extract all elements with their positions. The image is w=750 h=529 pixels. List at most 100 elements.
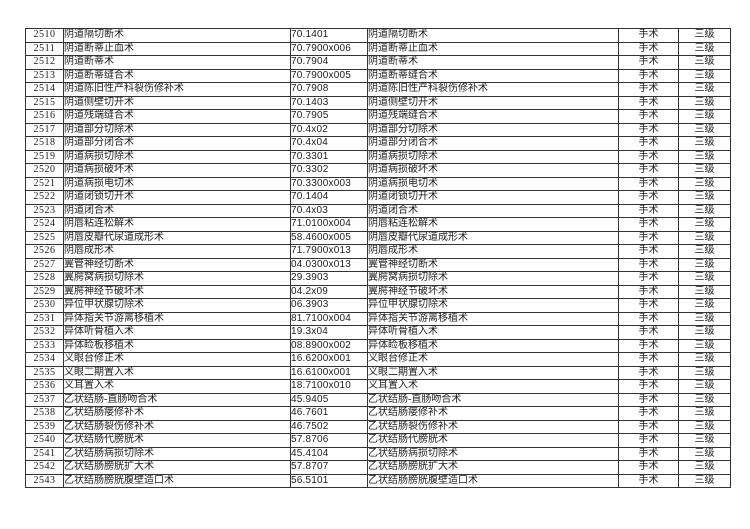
table-row: 2518 阴道部分闭合术 70.4x04 阴道部分闭合术 手术 三级 xyxy=(25,136,731,151)
level-cell: 三级 xyxy=(678,41,731,56)
procedure-code-cell: 46.7601 xyxy=(290,406,368,421)
procedure-name-cell: 阴道断蒂缝合术 xyxy=(63,68,291,83)
category-cell: 手术 xyxy=(618,68,679,83)
procedure-name-cell: 乙状结肠-直肠吻合术 xyxy=(63,392,291,407)
table-row: 2532 异体听骨植入术 19.3x04 异体听骨植入术 手术 三级 xyxy=(25,325,731,340)
category-cell: 手术 xyxy=(618,149,679,164)
procedure-name-cell: 阴道闭锁切开术 xyxy=(63,190,291,205)
category-cell: 手术 xyxy=(618,392,679,407)
procedure-name-cell: 异体指关节游离移植术 xyxy=(63,311,291,326)
level-cell: 三级 xyxy=(678,203,731,218)
procedure-name-cell: 异体听骨植入术 xyxy=(63,325,291,340)
procedure-name-cell: 乙状结肠病损切除术 xyxy=(63,446,291,461)
table-row: 2524 阴唇粘连松解术 71.0100x004 阴唇粘连松解术 手术 三级 xyxy=(25,217,731,232)
category-cell: 手术 xyxy=(618,230,679,245)
category-cell: 手术 xyxy=(618,122,679,137)
level-cell: 三级 xyxy=(678,244,731,259)
procedure-code-cell: 70.3300x003 xyxy=(290,176,368,191)
row-number-cell: 2535 xyxy=(25,365,64,380)
table-row: 2541 乙状结肠病损切除术 45.4104 乙状结肠病损切除术 手术 三级 xyxy=(25,446,731,461)
category-cell: 手术 xyxy=(618,244,679,259)
procedure-name-repeat-cell: 乙状结肠-直肠吻合术 xyxy=(367,392,619,407)
procedure-name-repeat-cell: 异体睑板移植术 xyxy=(367,338,619,353)
table-row: 2514 阴道陈旧性产科裂伤修补术 70.7908 阴道陈旧性产科裂伤修补术 手术 三级 xyxy=(25,82,731,97)
procedure-name-repeat-cell: 阴唇成形术 xyxy=(367,244,619,259)
procedure-name-cell: 阴道断蒂术 xyxy=(63,55,291,70)
procedure-name-cell: 阴唇皮瓣代尿道成形术 xyxy=(63,230,291,245)
row-number-cell: 2525 xyxy=(25,230,64,245)
row-number-cell: 2534 xyxy=(25,352,64,367)
table-row: 2543 乙状结肠膀胱腹壁造口术 56.5101 乙状结肠膀胱腹壁造口术 手术 三级 xyxy=(25,473,731,488)
row-number-cell: 2538 xyxy=(25,406,64,421)
category-cell: 手术 xyxy=(618,257,679,272)
row-number-cell: 2526 xyxy=(25,244,64,259)
row-number-cell: 2527 xyxy=(25,257,64,272)
table-row: 2537 乙状结肠-直肠吻合术 45.9405 乙状结肠-直肠吻合术 手术 三级 xyxy=(25,392,731,407)
procedure-name-repeat-cell: 翼腭窝病损切除术 xyxy=(367,271,619,286)
procedure-code-cell: 71.0100x004 xyxy=(290,217,368,232)
procedure-name-repeat-cell: 乙状结肠病损切除术 xyxy=(367,446,619,461)
category-cell: 手术 xyxy=(618,203,679,218)
level-cell: 三级 xyxy=(678,406,731,421)
procedure-name-repeat-cell: 异位甲状腺切除术 xyxy=(367,298,619,313)
procedure-name-repeat-cell: 翼腭神经节破坏术 xyxy=(367,284,619,299)
row-number-cell: 2514 xyxy=(25,82,64,97)
category-cell: 手术 xyxy=(618,352,679,367)
procedure-code-cell: 46.7502 xyxy=(290,419,368,434)
procedure-code-cell: 29.3903 xyxy=(290,271,368,286)
procedure-name-repeat-cell: 异体听骨植入术 xyxy=(367,325,619,340)
procedure-name-cell: 义眼二期置入术 xyxy=(63,365,291,380)
procedure-name-cell: 阴道病损切除术 xyxy=(63,149,291,164)
table-row: 2513 阴道断蒂缝合术 70.7900x005 阴道断蒂缝合术 手术 三级 xyxy=(25,68,731,83)
procedure-code-cell: 70.1403 xyxy=(290,95,368,110)
procedure-name-cell: 义眼台修正术 xyxy=(63,352,291,367)
category-cell: 手术 xyxy=(618,473,679,488)
procedure-code-cell: 70.3301 xyxy=(290,149,368,164)
level-cell: 三级 xyxy=(678,122,731,137)
category-cell: 手术 xyxy=(618,379,679,394)
procedure-name-repeat-cell: 阴道部分闭合术 xyxy=(367,136,619,151)
row-number-cell: 2517 xyxy=(25,122,64,137)
category-cell: 手术 xyxy=(618,41,679,56)
level-cell: 三级 xyxy=(678,433,731,448)
row-number-cell: 2522 xyxy=(25,190,64,205)
level-cell: 三级 xyxy=(678,419,731,434)
procedure-name-cell: 阴道隔切断术 xyxy=(63,28,291,43)
procedure-code-cell: 06.3903 xyxy=(290,298,368,313)
procedure-code-cell: 70.7904 xyxy=(290,55,368,70)
row-number-cell: 2531 xyxy=(25,311,64,326)
category-cell: 手术 xyxy=(618,433,679,448)
table-row: 2515 阴道侧壁切开术 70.1403 阴道侧壁切开术 手术 三级 xyxy=(25,95,731,110)
level-cell: 三级 xyxy=(678,352,731,367)
procedure-code-cell: 04.2x09 xyxy=(290,284,368,299)
table-row: 2536 义耳置入术 18.7100x010 义耳置入术 手术 三级 xyxy=(25,379,731,394)
category-cell: 手术 xyxy=(618,284,679,299)
level-cell: 三级 xyxy=(678,298,731,313)
procedure-name-cell: 异位甲状腺切除术 xyxy=(63,298,291,313)
procedure-code-cell: 56.5101 xyxy=(290,473,368,488)
row-number-cell: 2516 xyxy=(25,109,64,124)
row-number-cell: 2536 xyxy=(25,379,64,394)
table-row: 2510 阴道隔切断术 70.1401 阴道隔切断术 手术 三级 xyxy=(25,28,731,43)
level-cell: 三级 xyxy=(678,284,731,299)
procedure-code-cell: 45.9405 xyxy=(290,392,368,407)
procedure-name-cell: 乙状结肠瘘修补术 xyxy=(63,406,291,421)
category-cell: 手术 xyxy=(618,460,679,475)
procedure-name-cell: 阴道残端缝合术 xyxy=(63,109,291,124)
level-cell: 三级 xyxy=(678,149,731,164)
procedure-name-repeat-cell: 阴唇粘连松解术 xyxy=(367,217,619,232)
row-number-cell: 2511 xyxy=(25,41,64,56)
procedure-name-cell: 阴道侧壁切开术 xyxy=(63,95,291,110)
row-number-cell: 2524 xyxy=(25,217,64,232)
table-body: 2510 阴道隔切断术 70.1401 阴道隔切断术 手术 三级 2511 阴道断蒂止血术 70… xyxy=(25,28,731,488)
procedure-code-cell: 08.8900x002 xyxy=(290,338,368,353)
level-cell: 三级 xyxy=(678,230,731,245)
level-cell: 三级 xyxy=(678,68,731,83)
procedure-code-cell: 18.7100x010 xyxy=(290,379,368,394)
procedure-name-cell: 阴唇粘连松解术 xyxy=(63,217,291,232)
procedure-name-repeat-cell: 阴道断蒂术 xyxy=(367,55,619,70)
table-row: 2520 阴道病损破坏术 70.3302 阴道病损破坏术 手术 三级 xyxy=(25,163,731,178)
procedure-name-cell: 乙状结肠代膀胱术 xyxy=(63,433,291,448)
level-cell: 三级 xyxy=(678,257,731,272)
